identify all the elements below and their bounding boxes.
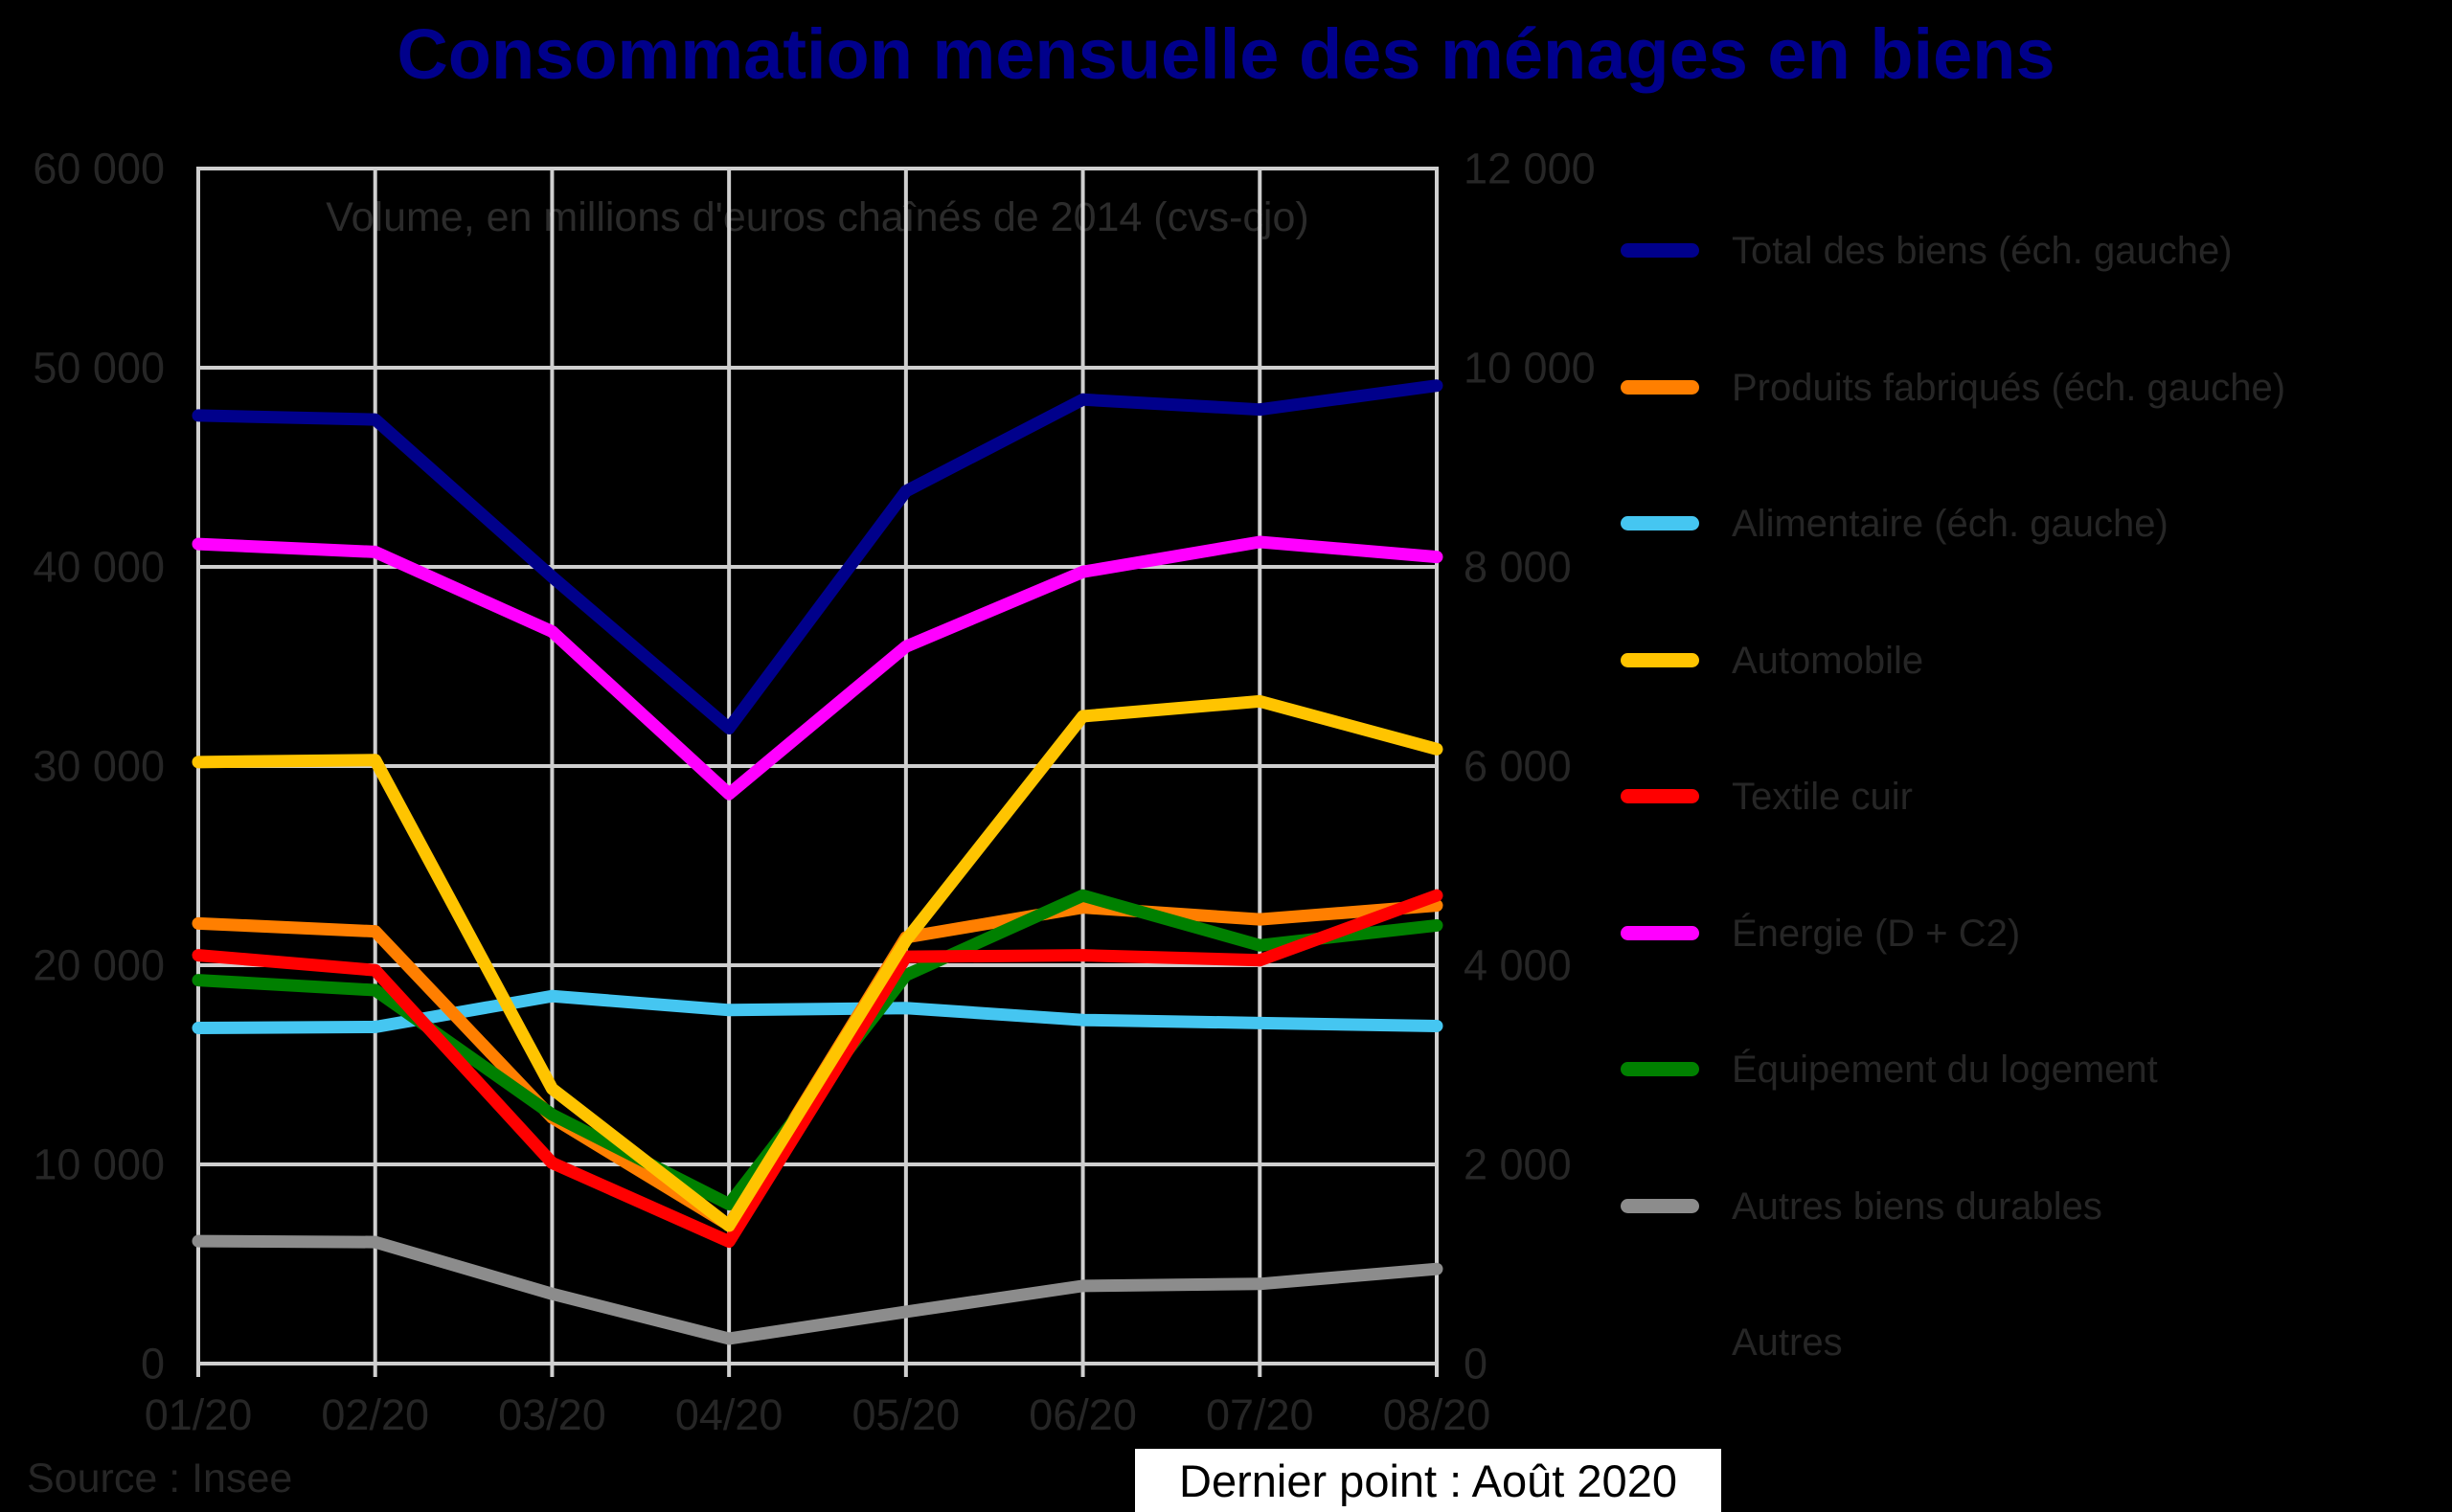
x-axis-label: 02/20 bbox=[321, 1390, 429, 1439]
left-axis-label: 60 000 bbox=[33, 145, 165, 193]
x-axis-label: 03/20 bbox=[498, 1390, 606, 1439]
chart-line-1 bbox=[192, 379, 1443, 734]
last-point-label: Dernier point : Août 2020 bbox=[1179, 1455, 1677, 1506]
right-axis-label: 4 000 bbox=[1464, 941, 1572, 990]
right-axis-label: 2 000 bbox=[1464, 1140, 1572, 1189]
left-axis-label: 30 000 bbox=[33, 742, 165, 791]
chart-line-6 bbox=[192, 535, 1443, 801]
right-axis-label: 6 000 bbox=[1464, 742, 1572, 791]
left-axis-label: 50 000 bbox=[33, 344, 165, 393]
last-point-box: Dernier point : Août 2020 bbox=[1135, 1449, 1721, 1512]
source-note: Source : Insee bbox=[27, 1456, 293, 1501]
x-axis-label: 08/20 bbox=[1383, 1390, 1491, 1439]
right-axis-label: 12 000 bbox=[1464, 145, 1596, 193]
x-axis-label: 01/20 bbox=[145, 1390, 253, 1439]
page-title: Consommation mensuelle des ménages en bi… bbox=[397, 14, 2055, 94]
left-axis-label: 0 bbox=[141, 1340, 165, 1388]
x-axis-label: 05/20 bbox=[852, 1390, 961, 1439]
x-axis-label: 04/20 bbox=[675, 1390, 783, 1439]
x-axis-label: 06/20 bbox=[1029, 1390, 1137, 1439]
right-axis-label: 0 bbox=[1464, 1340, 1487, 1388]
chart-line-4 bbox=[192, 694, 1443, 1232]
chart-line-3 bbox=[192, 989, 1443, 1035]
left-axis-label: 20 000 bbox=[33, 941, 165, 990]
chart-line-2 bbox=[192, 899, 1443, 1231]
chart-line-5 bbox=[192, 889, 1443, 1249]
right-axis-label: 8 000 bbox=[1464, 543, 1572, 592]
right-axis-label: 10 000 bbox=[1464, 344, 1596, 393]
chart-line-8 bbox=[192, 1234, 1443, 1345]
left-axis-label: 10 000 bbox=[33, 1140, 165, 1189]
chart-subtitle: Volume, en millions d'euros chaînés de 2… bbox=[326, 194, 1309, 240]
x-axis-label: 07/20 bbox=[1206, 1390, 1314, 1439]
left-axis-label: 40 000 bbox=[33, 543, 165, 592]
